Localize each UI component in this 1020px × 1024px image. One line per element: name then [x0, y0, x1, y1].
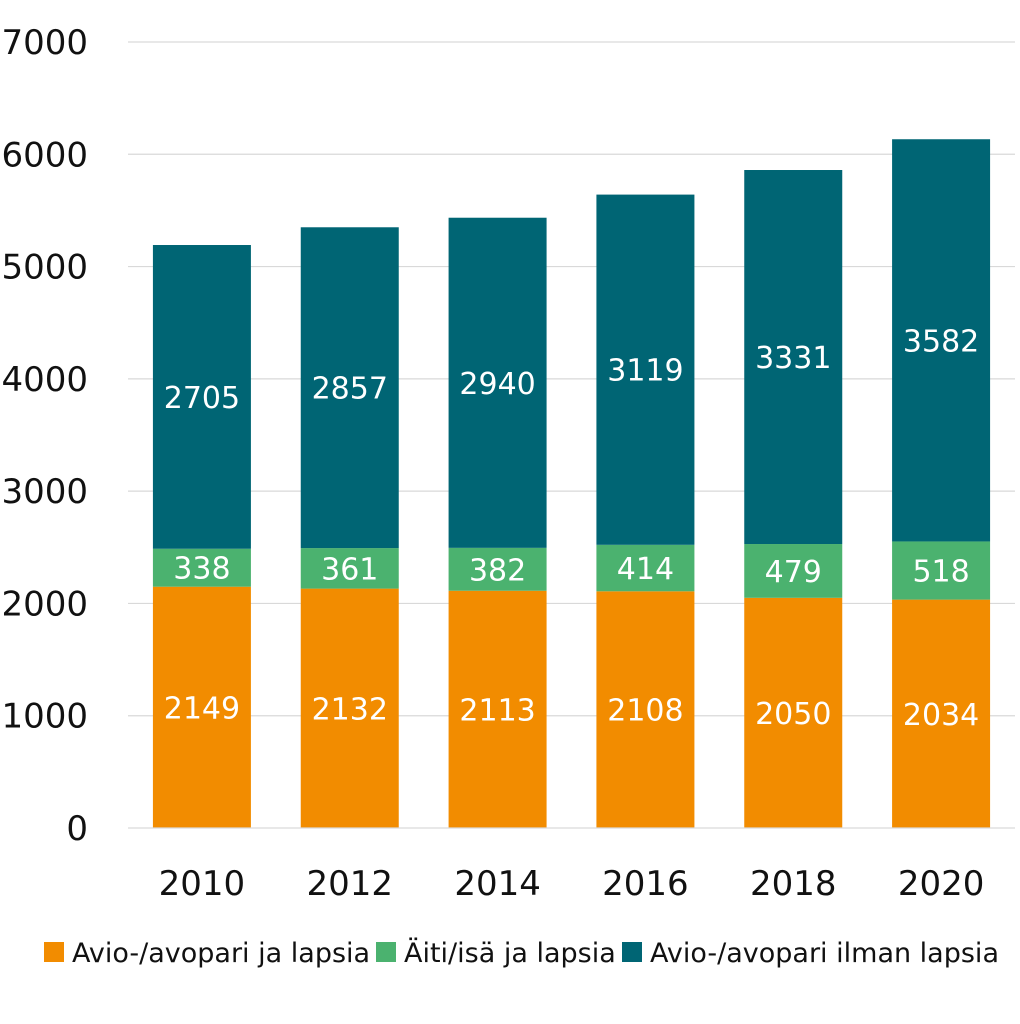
- bar-segment: [596, 591, 695, 828]
- gridlines: [128, 41, 1015, 717]
- data-label: 3331: [755, 341, 831, 376]
- legend-swatch: [376, 942, 396, 962]
- data-label: 2113: [459, 693, 535, 728]
- y-tick-label: 2000: [1, 584, 88, 624]
- bar-segment: [744, 544, 843, 598]
- data-label: 3119: [607, 354, 683, 389]
- data-label: 3582: [903, 324, 979, 359]
- bar-segment: [300, 227, 399, 549]
- y-tick-label: 0: [66, 809, 88, 849]
- bar-segment: [448, 217, 547, 548]
- y-axis-ticks: 0 1000 2000 3000 4000 5000 6000 7000: [1, 23, 88, 849]
- x-tick-label: 2018: [750, 864, 837, 904]
- bar-segment: [152, 548, 251, 587]
- data-label: 2034: [903, 698, 979, 733]
- bar-segment: [152, 245, 251, 549]
- x-tick-label: 2020: [898, 864, 985, 904]
- y-tick-label: 6000: [1, 135, 88, 175]
- data-label: 518: [912, 555, 969, 590]
- bar-segment: [596, 544, 695, 592]
- data-label: 2132: [312, 692, 388, 727]
- legend-label: Avio-/avopari ja lapsia: [72, 938, 370, 969]
- bar-segment: [448, 590, 547, 828]
- data-label: 382: [469, 553, 526, 588]
- y-tick-label: 5000: [1, 248, 88, 288]
- bar-segment: [596, 194, 695, 545]
- bar-segment: [892, 541, 991, 600]
- bars: 2149 338 2705 2132 361 2857 2113 382 2940 2108 414…: [152, 139, 991, 828]
- legend-swatch: [622, 942, 642, 962]
- y-tick-label: 3000: [1, 472, 88, 512]
- bar-segment: [152, 586, 251, 828]
- x-tick-label: 2016: [602, 864, 689, 904]
- data-label: 2940: [459, 367, 535, 402]
- bar-segment: [300, 588, 399, 828]
- data-label: 479: [765, 555, 822, 590]
- bar-segment: [300, 548, 399, 589]
- x-tick-label: 2012: [306, 864, 393, 904]
- bar-segment: [892, 599, 991, 828]
- data-label: 361: [321, 552, 378, 587]
- legend-label: Äiti/isä ja lapsia: [404, 937, 616, 969]
- x-tick-label: 2014: [454, 864, 541, 904]
- bar-segment: [744, 170, 843, 545]
- bar-segment: [744, 597, 843, 828]
- data-label: 2705: [164, 381, 240, 416]
- x-axis-ticks: 2010 2012 2014 2016 2018 2020: [128, 827, 1015, 904]
- y-tick-label: 4000: [1, 360, 88, 400]
- data-label: 338: [173, 552, 230, 587]
- data-label: 2857: [312, 372, 388, 407]
- bar-segment: [892, 139, 991, 542]
- data-label: 414: [617, 552, 674, 587]
- y-tick-label: 7000: [1, 23, 88, 63]
- data-label: 2149: [164, 691, 240, 726]
- legend-swatch: [44, 942, 64, 962]
- bar-segment: [448, 547, 547, 591]
- data-label: 2108: [607, 694, 683, 729]
- x-tick-label: 2010: [159, 864, 246, 904]
- y-tick-label: 1000: [1, 697, 88, 737]
- legend-label: Avio-/avopari ilman lapsia: [650, 938, 999, 969]
- legend: Avio-/avopari ja lapsia Äiti/isä ja lapsi…: [44, 937, 999, 969]
- data-label: 2050: [755, 697, 831, 732]
